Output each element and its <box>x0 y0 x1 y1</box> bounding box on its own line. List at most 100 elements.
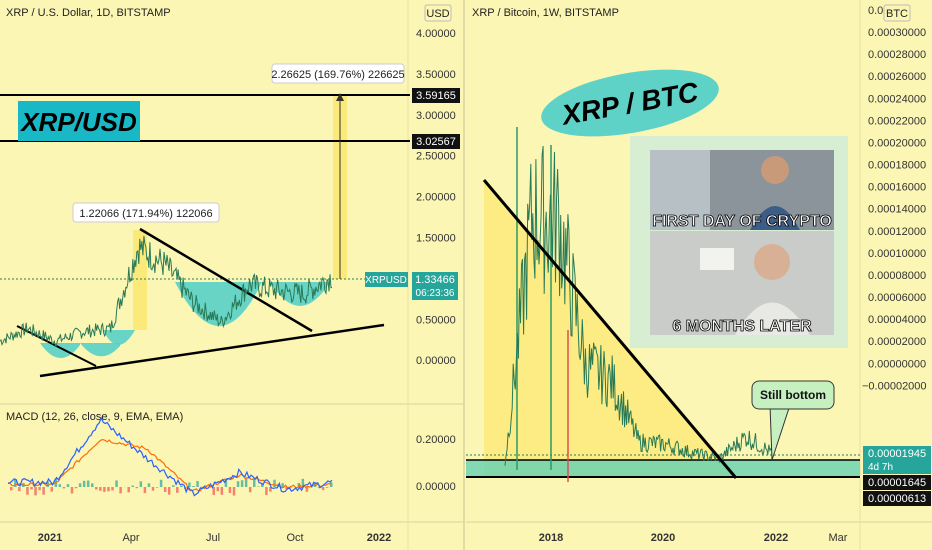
xrpbtc-bubble <box>541 69 719 137</box>
macd-histogram-bar <box>151 487 155 491</box>
macd-histogram-bar <box>18 487 21 492</box>
left-y-tick: 1.50000 <box>416 233 456 245</box>
left-y-tick: 0.50000 <box>416 314 456 326</box>
macd-histogram-bar <box>236 481 240 487</box>
macd-histogram-bar <box>257 486 260 487</box>
macd-histogram-bar <box>224 478 228 487</box>
macd-histogram-bar <box>176 487 179 493</box>
callout-box <box>751 380 835 410</box>
macd-histogram-bar <box>62 487 66 489</box>
right-y-tick: 0.00026000 <box>868 71 926 83</box>
right-y-tick: 0.00008000 <box>868 270 926 282</box>
macd-histogram-bar <box>127 487 130 493</box>
left-x-tick-1: Apr <box>122 532 139 544</box>
cup-shape-2 <box>80 343 120 357</box>
macd-histogram-bar <box>273 479 276 487</box>
right-y-tick: 0.00012000 <box>868 226 926 238</box>
left-x-tick-4: 2022 <box>367 532 391 544</box>
currency-badge-usd[interactable] <box>424 4 452 22</box>
xrpbtc-price-series <box>504 146 774 466</box>
macd-histogram-bar <box>329 482 333 487</box>
right-y-tick: 0.00002000 <box>868 336 926 348</box>
macd-histogram-bar <box>66 484 70 487</box>
macd-line <box>7 416 333 497</box>
macd-histogram-bar <box>86 480 90 487</box>
macd-histogram-bar <box>111 487 114 491</box>
macd-histogram-bar <box>38 487 41 491</box>
macd-histogram-bar <box>143 487 147 494</box>
macd-histogram-bar <box>107 487 110 492</box>
macd-histogram-bar <box>50 487 53 492</box>
projection-arrowhead <box>336 93 344 101</box>
symbol-tag <box>365 272 408 287</box>
measure-label-mid: 1.22066 (171.94%) 122066 <box>79 208 212 220</box>
right-y-tick: 0.00010000 <box>868 248 926 260</box>
right-x-tick-1: 2020 <box>651 532 675 544</box>
macd-histogram-bar <box>95 487 98 490</box>
macd-histogram-bar <box>244 478 248 487</box>
macd-histogram-bar <box>325 487 329 488</box>
left-y-tick: 0.00000 <box>416 355 456 367</box>
btc-level-tag-2 <box>863 491 931 506</box>
left-y-tick: 3.50000 <box>416 69 456 81</box>
macd-histogram-bar <box>281 483 284 487</box>
descending-trend-line <box>139 227 313 333</box>
macd-histogram-bar <box>42 487 45 495</box>
left-x-tick-0: 2021 <box>38 532 62 544</box>
macd-histogram-bar <box>192 486 195 487</box>
macd-histogram-bar <box>91 483 94 487</box>
right-y-tick: 0.00028000 <box>868 49 926 61</box>
macd-histogram-bar <box>204 485 207 487</box>
macd-histogram-bar <box>321 487 325 491</box>
macd-histogram-bar <box>248 487 252 493</box>
meme-panel-bottom <box>650 231 834 335</box>
right-x-tick-0: 2018 <box>539 532 563 544</box>
macd-histogram-bar <box>26 487 29 495</box>
btc-price-tag <box>863 446 931 474</box>
macd-histogram-bar <box>159 479 163 487</box>
macd-histogram-bar <box>155 487 159 488</box>
right-y-tick: −0.00002000 <box>862 380 927 392</box>
macd-histogram-bar <box>172 485 175 487</box>
right-y-tick: 0.00022000 <box>868 115 926 127</box>
macd-y-tick-0: 0.20000 <box>416 434 456 446</box>
macd-histogram-bar <box>103 487 106 492</box>
right-chart-header: XRP / Bitcoin, 1W, BITSTAMP <box>472 7 619 19</box>
right-y-tick: 0.00030000 <box>868 27 926 39</box>
macd-histogram-bar <box>305 487 309 492</box>
macd-histogram-bar <box>78 483 82 487</box>
left-y-tick: 4.00000 <box>416 28 456 40</box>
xrpusd-badge <box>18 101 140 141</box>
left-y-axis: 4.00000 3.50000 3.00000 2.50000 2.00000 1.500… <box>416 28 456 367</box>
macd-histogram-bar <box>269 487 272 492</box>
right-y-tick: 0.00004000 <box>868 314 926 326</box>
macd-histogram-bar <box>301 478 305 487</box>
level-tag-top <box>412 88 460 103</box>
level-tag-mid <box>412 134 460 149</box>
measure-label-top-box <box>271 63 405 84</box>
currency-label-btc: BTC <box>886 8 908 20</box>
right-y-tick: 0.00018000 <box>868 160 926 172</box>
macd-histogram-bar <box>261 483 264 487</box>
macd-histogram-bar <box>147 483 151 487</box>
left-y-tick: 3.00000 <box>416 110 456 122</box>
macd-histogram-bar <box>317 487 321 488</box>
macd-histogram-bar <box>240 480 244 487</box>
price-tag-value: 1.33466 <box>415 274 455 286</box>
cup-shape-1 <box>40 343 80 359</box>
macd-histogram-bar <box>99 487 102 491</box>
macd-histogram-bar <box>135 487 139 489</box>
currency-badge-btc[interactable] <box>883 4 911 22</box>
macd-histogram-bar <box>265 487 268 496</box>
xrpusd-price-series <box>0 235 333 347</box>
macd-histogram-bar <box>216 487 220 492</box>
macd-histogram-bar <box>228 487 232 493</box>
macd-histogram-bar <box>74 487 78 489</box>
macd-histogram-bar <box>232 487 236 496</box>
price-tag <box>412 272 458 300</box>
left-chart-header: XRP / U.S. Dollar, 1D, BITSTAMP <box>6 7 171 19</box>
support-trend-line <box>39 323 385 378</box>
measure-label-top: 2.26625 (169.76%) 226625 <box>271 69 404 81</box>
macd-histogram-bar <box>163 487 167 493</box>
